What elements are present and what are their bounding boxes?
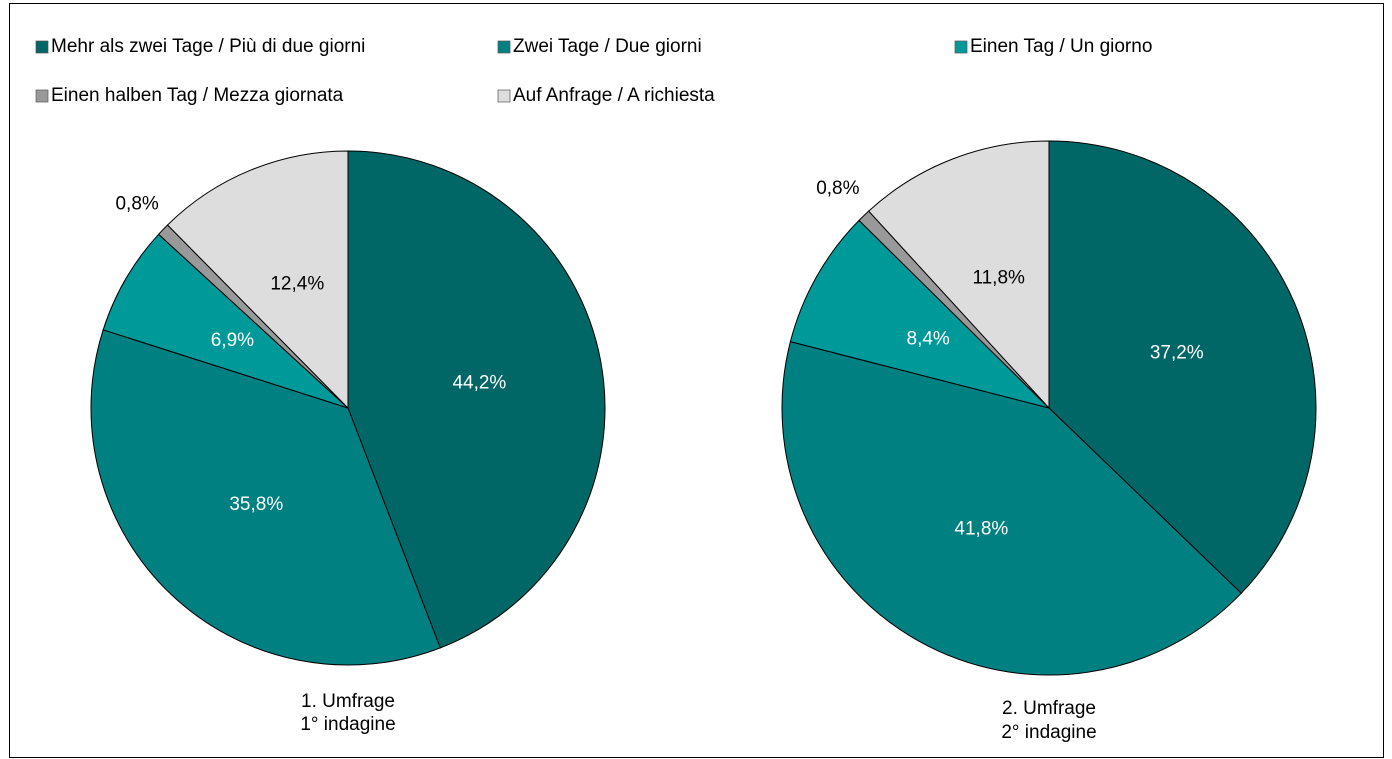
pie-caption: 2. Umfrage [1002,698,1096,719]
pie-slice [90,329,441,666]
pie-slice [789,219,1051,409]
pie-caption: 2° indagine [1001,722,1096,743]
pie-slice [1048,140,1317,594]
data-label: 8,4% [907,329,950,350]
data-label: 11,8% [972,268,1025,289]
pie-caption: 1. Umfrage [301,691,395,712]
data-label: 41,8% [954,518,1008,539]
data-label: 12,4% [270,273,324,294]
data-label: 6,9% [211,330,254,351]
pie-caption: 1° indagine [300,714,395,735]
legend-swatch [35,40,49,54]
legend-swatch [35,89,49,103]
legend-label: Mehr als zwei Tage / Più di due giorni [51,36,365,57]
pie-slice [166,150,349,410]
pie-slice [781,340,1243,676]
data-label: 37,2% [1150,343,1204,364]
legend-swatch [497,89,511,103]
legend-label: Einen halben Tag / Mezza giornata [51,85,344,106]
data-label: 35,8% [229,494,283,515]
data-label: 44,2% [452,373,506,394]
legend-swatch [497,40,511,54]
pie-slice [347,150,606,649]
legend-label: Einen Tag / Un giorno [970,36,1152,57]
legend-label: Zwei Tage / Due giorni [513,36,702,57]
pie-slice [102,233,349,409]
legend-label: Auf Anfrage / A richiesta [513,85,715,106]
legend-swatch [954,40,968,54]
pie-slice [867,140,1050,410]
data-label: 0,8% [115,194,158,215]
data-label: 0,8% [816,178,859,199]
